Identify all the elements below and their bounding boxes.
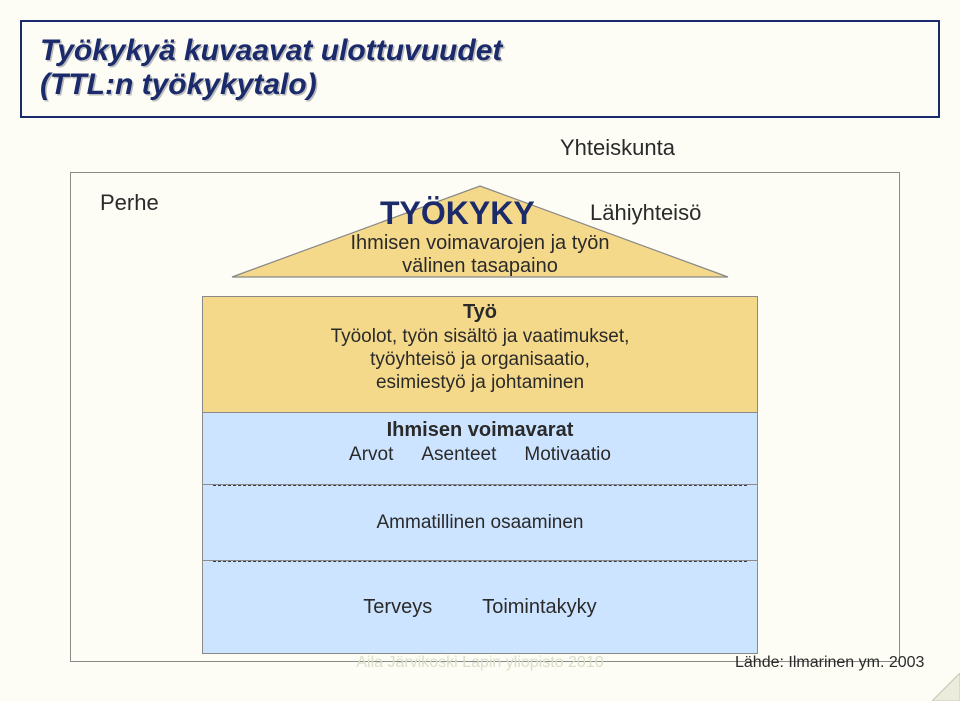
roof-sub-1: Ihmisen voimavarojen ja työn	[350, 232, 609, 254]
corner-fold-icon	[932, 673, 960, 701]
resources-v1: Arvot	[349, 444, 393, 466]
competence-label: Ammatillinen osaaminen	[377, 512, 584, 534]
work-lines: Työolot, työn sisältö ja vaatimukset, ty…	[203, 326, 757, 394]
work-line-1: Työolot, työn sisältö ja vaatimukset,	[203, 326, 757, 349]
resources-row: Arvot Asenteet Motivaatio	[203, 444, 757, 466]
roof-sub: Ihmisen voimavarojen ja työn välinen tas…	[280, 232, 680, 278]
dashed-line-1	[213, 485, 747, 486]
title-line-2: (TTL:n työkykytalo)	[40, 68, 920, 102]
title-box: Työkykyä kuvaavat ulottuvuudet (TTL:n ty…	[20, 20, 940, 118]
footer-faded: Aila Järvikoski Lapin yliopisto 2010	[300, 654, 660, 672]
label-family: Perhe	[100, 190, 159, 216]
dashed-line-2	[213, 561, 747, 562]
title-line-1: Työkykyä kuvaavat ulottuvuudet	[40, 34, 920, 68]
resources-v2: Asenteet	[421, 444, 496, 466]
work-line-3: esimiestyö ja johtaminen	[203, 372, 757, 395]
label-community: Lähiyhteisö	[590, 200, 701, 226]
health-v1: Terveys	[363, 596, 432, 619]
work-line-2: työyhteisö ja organisaatio,	[203, 349, 757, 372]
floor-resources: Ihmisen voimavarat Arvot Asenteet Motiva…	[203, 412, 757, 484]
source-label: Lähde: Ilmarinen ym. 2003	[735, 654, 924, 672]
label-society: Yhteiskunta	[560, 135, 675, 161]
health-v2: Toimintakyky	[482, 596, 596, 619]
floor-competence: Ammatillinen osaaminen	[203, 484, 757, 560]
work-heading: Työ	[203, 301, 757, 324]
resources-heading: Ihmisen voimavarat	[203, 419, 757, 442]
floor-work: Työ Työolot, työn sisältö ja vaatimukset…	[203, 297, 757, 412]
resources-v3: Motivaatio	[524, 444, 611, 466]
roof-sub-2: välinen tasapaino	[402, 255, 558, 277]
house-body: Työ Työolot, työn sisältö ja vaatimukset…	[202, 296, 758, 654]
roof-heading: TYÖKYKY	[380, 195, 535, 232]
floor-health: Terveys Toimintakyky	[203, 560, 757, 653]
